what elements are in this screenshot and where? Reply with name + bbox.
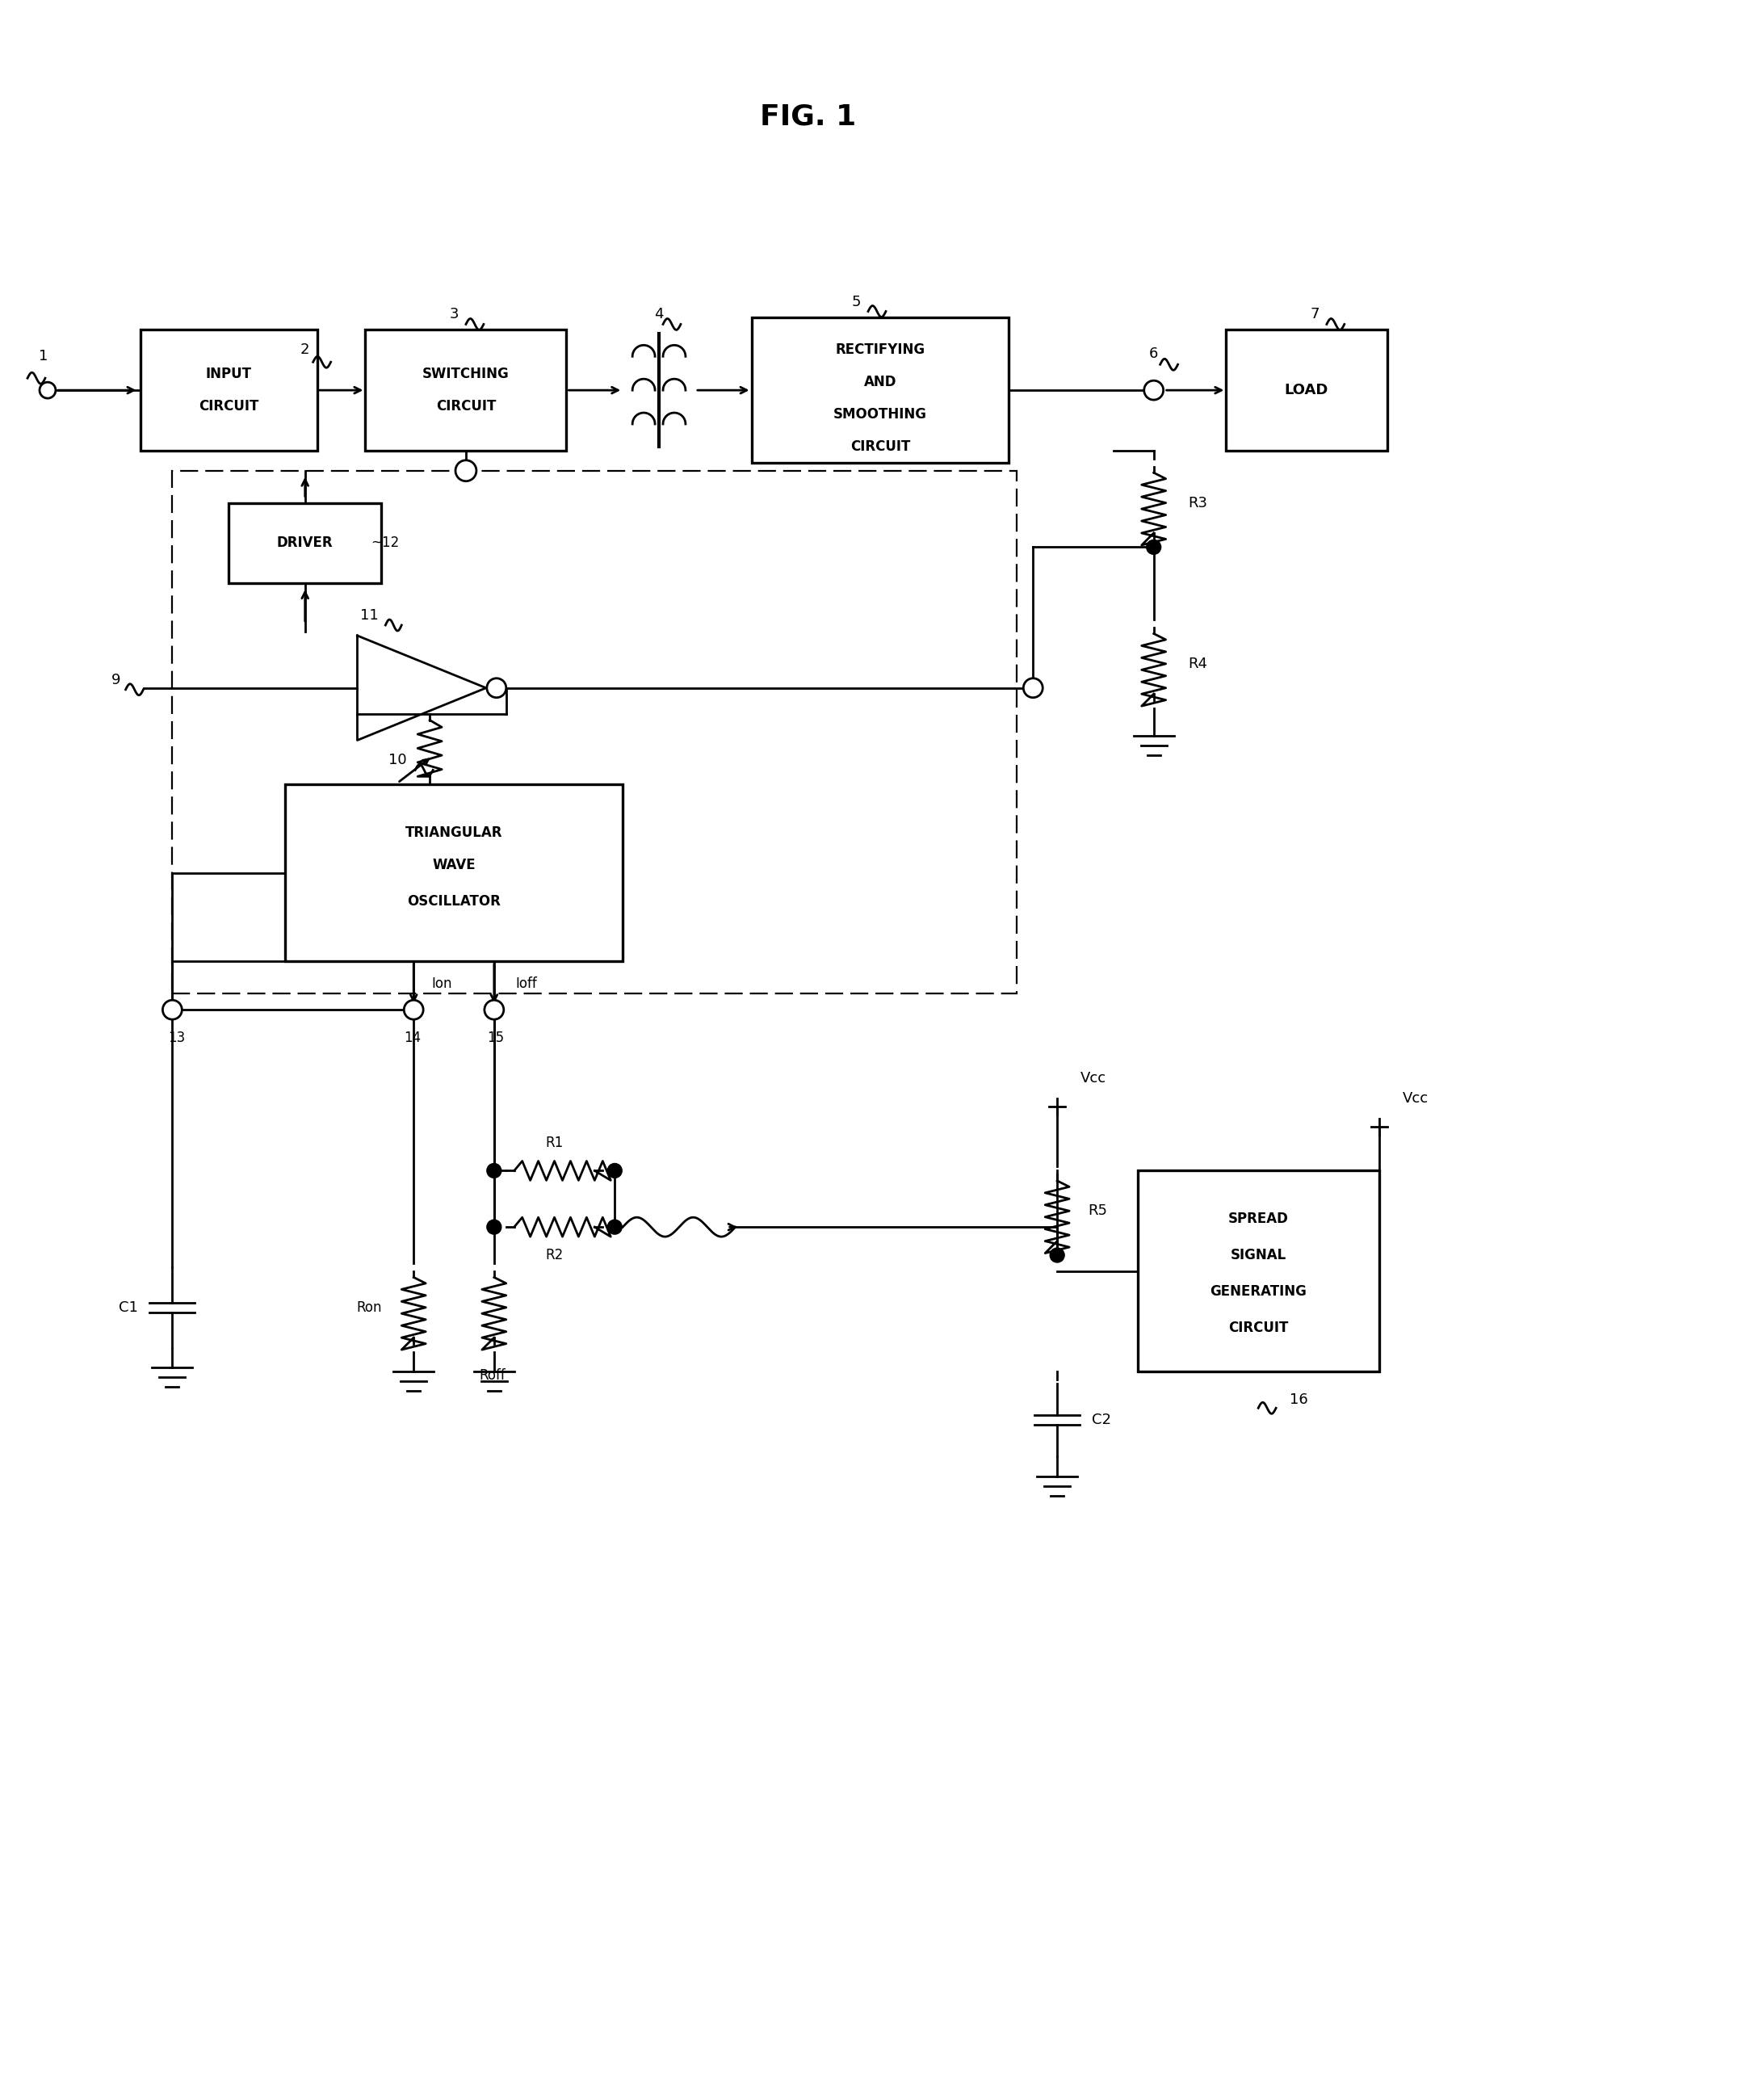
Bar <box>1137 1170 1378 1371</box>
Circle shape <box>608 1163 622 1178</box>
Text: SMOOTHING: SMOOTHING <box>833 407 926 422</box>
Text: SWITCHING: SWITCHING <box>422 367 510 382</box>
Text: 15: 15 <box>487 1031 505 1046</box>
Text: 13: 13 <box>167 1031 185 1046</box>
Bar <box>172 470 1016 993</box>
Bar <box>751 317 1009 462</box>
Text: SIGNAL: SIGNAL <box>1231 1247 1287 1262</box>
Circle shape <box>1146 540 1160 554</box>
Text: 5: 5 <box>851 294 861 309</box>
Bar <box>141 330 316 452</box>
Circle shape <box>608 1220 622 1235</box>
Text: 4: 4 <box>654 307 663 321</box>
Text: Ion: Ion <box>431 976 452 991</box>
Text: WAVE: WAVE <box>432 857 475 872</box>
Text: R4: R4 <box>1188 657 1208 672</box>
Text: LOAD: LOAD <box>1285 382 1329 397</box>
Text: 2: 2 <box>301 342 309 357</box>
Circle shape <box>487 678 506 697</box>
Bar <box>366 330 566 452</box>
Text: TRIANGULAR: TRIANGULAR <box>404 825 503 840</box>
Text: Ioff: Ioff <box>515 976 536 991</box>
Circle shape <box>1050 1247 1064 1262</box>
Text: 7: 7 <box>1310 307 1318 321</box>
Text: R2: R2 <box>545 1247 563 1262</box>
Circle shape <box>455 460 476 481</box>
Text: OSCILLATOR: OSCILLATOR <box>408 895 501 909</box>
Circle shape <box>487 1220 501 1235</box>
Text: CIRCUIT: CIRCUIT <box>1229 1321 1289 1336</box>
Text: 11: 11 <box>360 609 378 624</box>
Circle shape <box>163 1000 181 1018</box>
Text: AND: AND <box>863 376 897 388</box>
Text: R1: R1 <box>545 1136 563 1151</box>
Text: RECTIFYING: RECTIFYING <box>835 342 925 357</box>
Bar <box>229 502 381 584</box>
Bar <box>1225 330 1387 452</box>
Text: Vcc: Vcc <box>1403 1092 1427 1105</box>
Text: R3: R3 <box>1188 496 1208 510</box>
Text: GENERATING: GENERATING <box>1210 1283 1306 1298</box>
Text: 16: 16 <box>1289 1392 1308 1407</box>
Text: CIRCUIT: CIRCUIT <box>851 439 911 454</box>
Text: CIRCUIT: CIRCUIT <box>199 399 258 414</box>
Circle shape <box>40 382 56 399</box>
Text: 6: 6 <box>1150 346 1159 361</box>
Text: INPUT: INPUT <box>206 367 251 382</box>
Text: SPREAD: SPREAD <box>1229 1212 1289 1226</box>
Text: FIG. 1: FIG. 1 <box>759 103 856 130</box>
Text: R5: R5 <box>1088 1203 1108 1218</box>
Text: 1: 1 <box>39 349 47 363</box>
Text: Roff: Roff <box>480 1369 506 1384</box>
Text: C2: C2 <box>1092 1413 1111 1428</box>
Text: 3: 3 <box>450 307 459 321</box>
Text: 10: 10 <box>389 754 406 769</box>
Text: 9: 9 <box>111 672 121 687</box>
Text: Ron: Ron <box>357 1300 381 1315</box>
Circle shape <box>1144 380 1164 399</box>
Text: 14: 14 <box>404 1031 420 1046</box>
Circle shape <box>1023 678 1042 697</box>
Text: DRIVER: DRIVER <box>278 536 334 550</box>
Bar <box>285 785 622 962</box>
Text: ~12: ~12 <box>371 536 399 550</box>
Text: Vcc: Vcc <box>1081 1071 1106 1086</box>
Text: CIRCUIT: CIRCUIT <box>436 399 496 414</box>
Circle shape <box>404 1000 424 1018</box>
Circle shape <box>487 1163 501 1178</box>
Circle shape <box>485 1000 505 1018</box>
Text: C1: C1 <box>118 1300 137 1315</box>
